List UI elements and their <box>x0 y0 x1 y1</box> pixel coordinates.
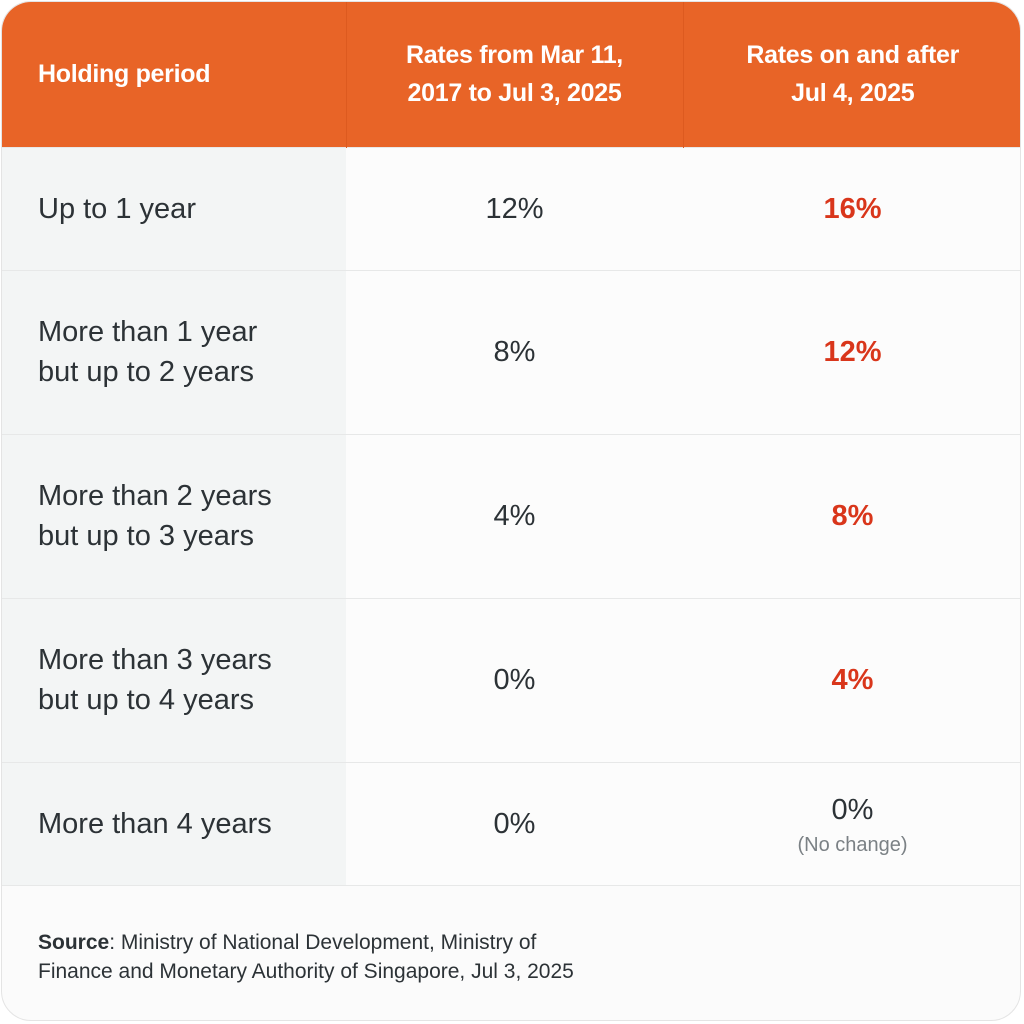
holding-period-cell: More than 4 years <box>2 761 346 886</box>
holding-period-rates-table: Holding period Rates from Mar 11, 2017 t… <box>2 2 1020 886</box>
rate-after-cell: 16% <box>683 146 1020 270</box>
rate-before-cell: 8% <box>346 269 683 434</box>
table-row: More than 3 years but up to 4 years 0% 4… <box>2 597 1020 762</box>
rate-after-cell: 8% <box>683 433 1020 598</box>
holding-period-cell: More than 3 years but up to 4 years <box>2 597 346 762</box>
rate-after-cell: 4% <box>683 597 1020 762</box>
rate-before-cell: 4% <box>346 433 683 598</box>
source-note: Source: Ministry of National Development… <box>38 928 738 986</box>
period-line1: More than 4 years <box>38 807 272 840</box>
header-rates-after-line2: Jul 4, 2025 <box>791 79 915 108</box>
header-rates-before: Rates from Mar 11, 2017 to Jul 3, 2025 <box>345 2 683 147</box>
source-text-line1: : Ministry of National Development, Mini… <box>109 931 537 954</box>
table-row: More than 1 year but up to 2 years 8% 12… <box>2 269 1020 434</box>
holding-period-cell: More than 2 years but up to 3 years <box>2 433 346 598</box>
period-line1: More than 2 years <box>38 480 272 512</box>
holding-period-cell: Up to 1 year <box>2 146 346 270</box>
period-line2: but up to 3 years <box>38 520 255 552</box>
rate-before-cell: 0% <box>346 761 683 886</box>
period-line1: More than 3 years <box>38 644 272 676</box>
rate-after-cell: 0% (No change) <box>683 761 1020 886</box>
header-rates-before-line1: Rates from Mar 11, <box>406 41 623 70</box>
rate-after-cell: 12% <box>683 269 1020 434</box>
header-rates-after: Rates on and after Jul 4, 2025 <box>682 2 1020 147</box>
table-row: More than 4 years 0% 0% (No change) <box>2 761 1020 886</box>
period-line1: Up to 1 year <box>38 192 196 225</box>
rate-before-cell: 0% <box>346 597 683 762</box>
period-line2: but up to 4 years <box>38 684 255 716</box>
rate-after-value: 0% <box>831 793 874 826</box>
rate-before-cell: 12% <box>346 146 683 270</box>
table-header-row: Holding period Rates from Mar 11, 2017 t… <box>2 2 1020 147</box>
source-label: Source <box>38 931 110 954</box>
source-line1: Source: Ministry of National Development… <box>38 931 536 954</box>
header-holding-period: Holding period <box>2 2 346 147</box>
no-change-note: (No change) <box>797 833 908 856</box>
header-rates-before-line2: 2017 to Jul 3, 2025 <box>407 79 622 108</box>
table-row: Up to 1 year 12% 16% <box>2 146 1020 270</box>
header-rates-after-line1: Rates on and after <box>746 41 960 70</box>
source-text-line2: Finance and Monetary Authority of Singap… <box>38 960 574 983</box>
holding-period-cell: More than 1 year but up to 2 years <box>2 269 346 434</box>
period-line2: but up to 2 years <box>38 356 255 388</box>
period-line1: More than 1 year <box>38 316 258 348</box>
table-row: More than 2 years but up to 3 years 4% 8… <box>2 433 1020 598</box>
